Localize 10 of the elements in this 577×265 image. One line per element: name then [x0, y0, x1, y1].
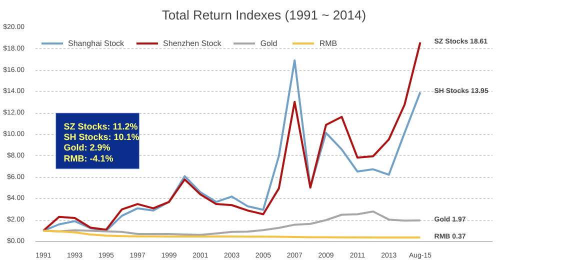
- annotation: Gold: 2.9%: [64, 142, 110, 153]
- annotation: SH Stocks: 10.1%: [64, 132, 140, 142]
- line-series: [42, 230, 422, 239]
- legend-label: Shanghai Stock: [68, 38, 124, 48]
- legend-label: Shenzhen Stock: [163, 38, 222, 48]
- annotation: RMB: -4.1%: [64, 153, 114, 164]
- legend-label: Gold: [260, 38, 278, 48]
- annotation: SZ Stocks: 11.2%: [64, 121, 138, 132]
- chart-title: Total Return Indexes (1991 ~ 2014): [162, 8, 366, 22]
- legend-label: RMB: [319, 38, 338, 48]
